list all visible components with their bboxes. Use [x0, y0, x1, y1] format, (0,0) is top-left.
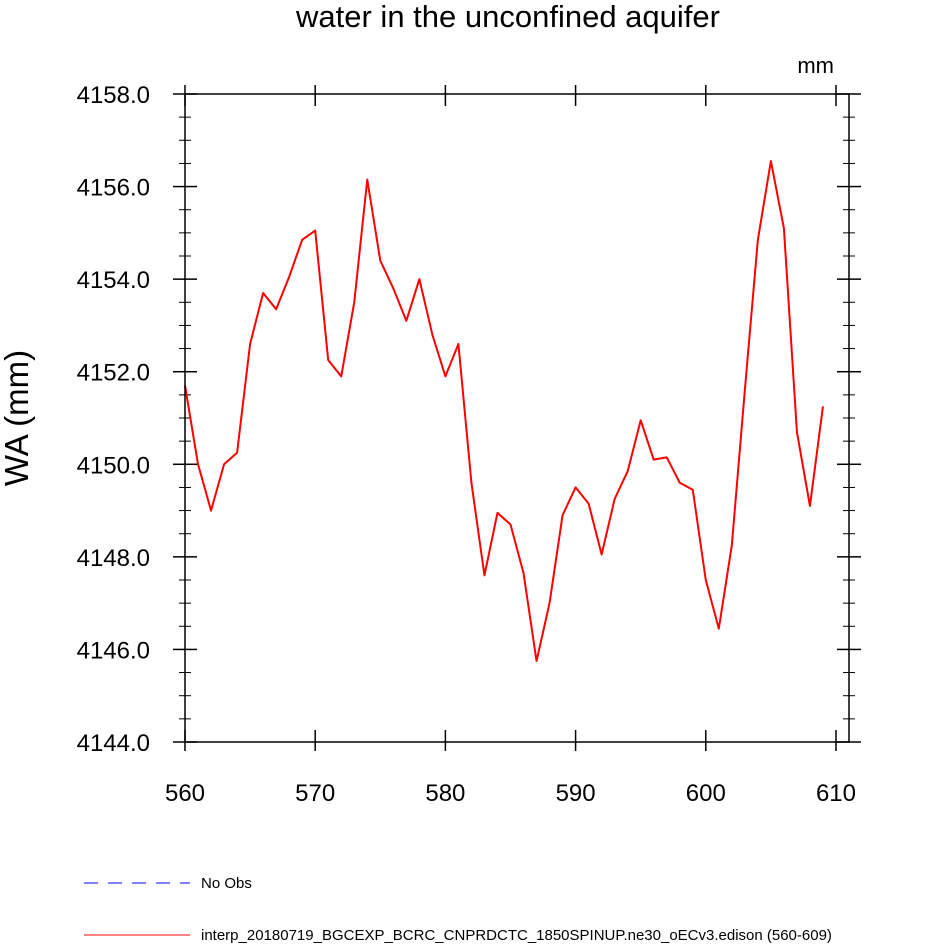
plot-frame [184, 93, 850, 743]
y-tick-label: 4156.0 [77, 175, 150, 202]
axis-ticks [173, 85, 861, 751]
x-tick-label: 600 [686, 780, 726, 807]
units-label: mm [797, 53, 834, 78]
x-tick-label: 560 [165, 780, 205, 807]
x-tick-label: 590 [556, 780, 596, 807]
axis-tick-labels: 560 570 580 590 600 610 4144.0 4146.0 4148.0 4150… [77, 82, 856, 807]
series-line [184, 160, 824, 662]
series-layer [184, 160, 824, 662]
legend-label-model: interp_20180719_BGCEXP_BCRC_CNPRDCTC_185… [201, 927, 832, 944]
y-tick-label: 4152.0 [77, 360, 150, 387]
x-tick-label: 570 [295, 780, 335, 807]
y-tick-label: 4158.0 [77, 82, 150, 109]
x-tick-label: 610 [816, 780, 856, 807]
y-tick-label: 4150.0 [77, 452, 150, 479]
x-tick-label: 580 [425, 780, 465, 807]
legend-label-no-obs: No Obs [201, 875, 252, 892]
y-tick-label: 4154.0 [77, 267, 150, 294]
y-tick-label: 4148.0 [77, 545, 150, 572]
y-tick-label: 4144.0 [77, 730, 150, 757]
y-tick-label: 4146.0 [77, 637, 150, 664]
chart-title: water in the unconfined aquifer [295, 0, 720, 34]
legend: No Obs interp_20180719_BGCEXP_BCRC_CNPRD… [84, 875, 832, 944]
y-axis-label: WA (mm) [0, 350, 35, 486]
